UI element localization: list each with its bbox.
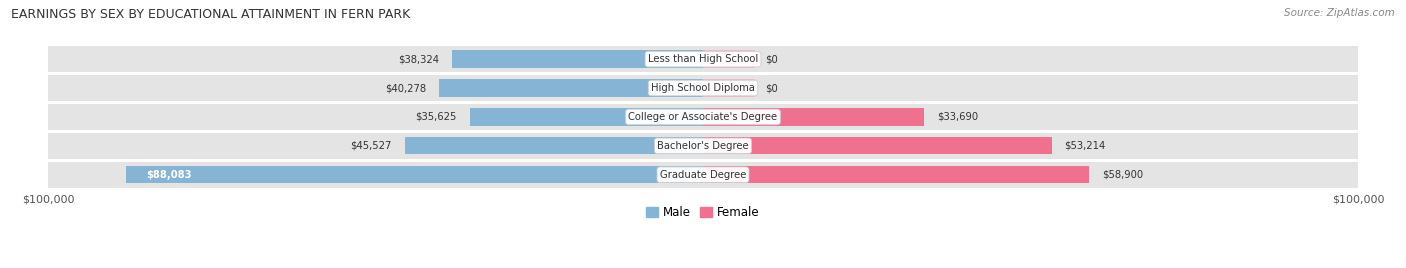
Text: $88,083: $88,083 bbox=[146, 170, 191, 180]
Legend: Male, Female: Male, Female bbox=[647, 206, 759, 219]
Bar bbox=[439, 79, 703, 97]
Text: $40,278: $40,278 bbox=[385, 83, 426, 93]
Bar bbox=[703, 50, 755, 68]
Text: Graduate Degree: Graduate Degree bbox=[659, 170, 747, 180]
Text: $35,625: $35,625 bbox=[415, 112, 457, 122]
Bar bbox=[48, 75, 1358, 101]
Bar bbox=[48, 133, 1358, 159]
Bar bbox=[703, 108, 924, 126]
Bar bbox=[703, 79, 755, 97]
Bar bbox=[703, 166, 1088, 183]
Text: Less than High School: Less than High School bbox=[648, 54, 758, 64]
Bar bbox=[48, 162, 1358, 188]
Text: $53,214: $53,214 bbox=[1064, 141, 1107, 151]
Text: Source: ZipAtlas.com: Source: ZipAtlas.com bbox=[1284, 8, 1395, 18]
Text: College or Associate's Degree: College or Associate's Degree bbox=[628, 112, 778, 122]
Bar bbox=[405, 137, 703, 154]
Bar bbox=[451, 50, 703, 68]
Text: $0: $0 bbox=[765, 83, 778, 93]
Text: $45,527: $45,527 bbox=[350, 141, 392, 151]
Bar bbox=[48, 104, 1358, 130]
Bar bbox=[127, 166, 703, 183]
Text: $0: $0 bbox=[765, 54, 778, 64]
Bar bbox=[703, 137, 1052, 154]
Text: High School Diploma: High School Diploma bbox=[651, 83, 755, 93]
Bar bbox=[470, 108, 703, 126]
Text: $58,900: $58,900 bbox=[1102, 170, 1143, 180]
Text: EARNINGS BY SEX BY EDUCATIONAL ATTAINMENT IN FERN PARK: EARNINGS BY SEX BY EDUCATIONAL ATTAINMEN… bbox=[11, 8, 411, 21]
Bar bbox=[48, 46, 1358, 72]
Text: $38,324: $38,324 bbox=[398, 54, 439, 64]
Text: Bachelor's Degree: Bachelor's Degree bbox=[657, 141, 749, 151]
Text: $33,690: $33,690 bbox=[936, 112, 979, 122]
